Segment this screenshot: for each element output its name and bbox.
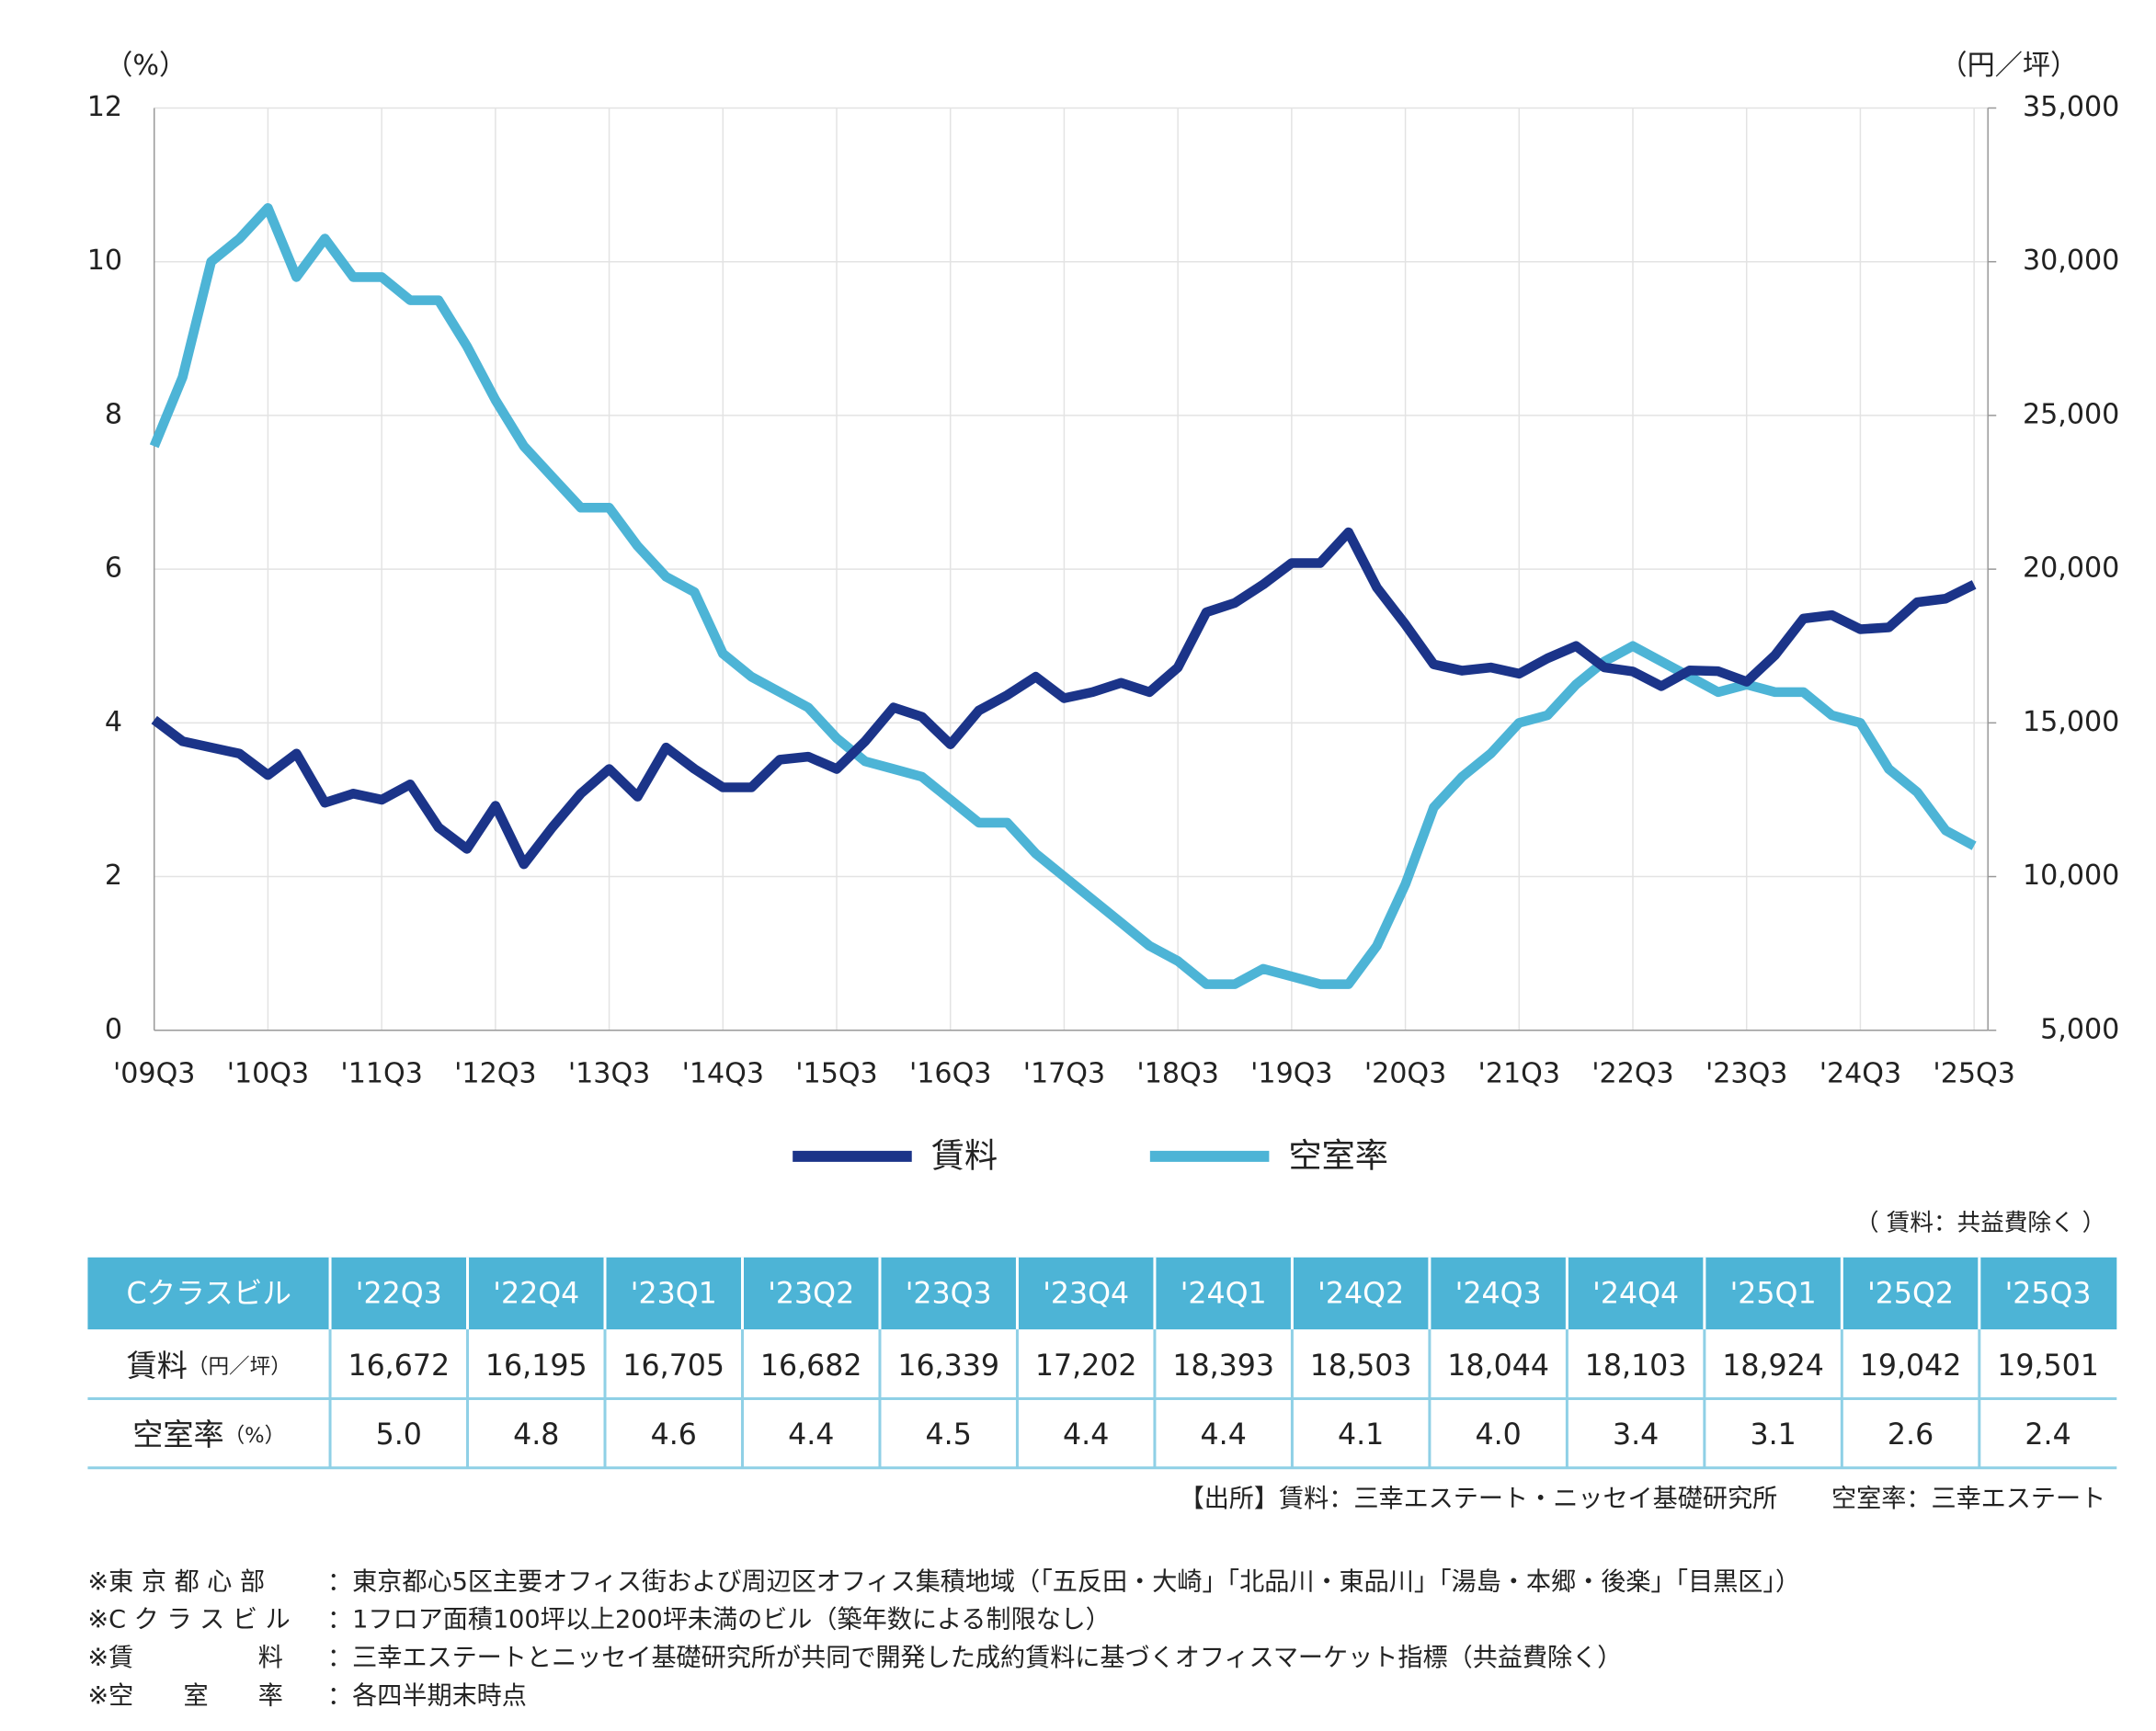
note-label: ※空 室 率 [87,1682,282,1711]
table-header: '23Q3 [906,1277,992,1310]
table-cell: 16,682 [760,1349,862,1383]
x-tick-label: '25Q3 [1933,1057,2014,1089]
table-cell: 4.0 [1475,1418,1521,1452]
note-text: ：1フロア面積100坪以上200坪未満のビル（築年数による制限なし） [327,1606,1111,1634]
y2-tick-label: 5,000 [2040,1013,2119,1045]
table-cell: 3.1 [1750,1418,1796,1452]
x-tick-label: '13Q3 [568,1057,650,1089]
source: 【出所】賃料：三幸エステート・ニッセイ基礎研究所 [1180,1485,1778,1513]
note-label: ※東 京 都 心 部 [87,1567,265,1596]
table-header: '25Q3 [2005,1277,2092,1310]
legend-label: 空室率 [1288,1135,1387,1175]
table-header: '23Q4 [1043,1277,1129,1310]
table-cell: 18,393 [1172,1349,1274,1383]
x-tick-label: '12Q3 [454,1057,536,1089]
table-header: '25Q1 [1730,1277,1817,1310]
y2-tick-label: 10,000 [2023,860,2119,892]
table-header: '24Q2 [1318,1277,1404,1310]
table-cell: 18,924 [1722,1349,1824,1383]
y-tick-label: 8 [105,398,122,430]
table-cell: 18,044 [1447,1349,1549,1383]
table-header: '23Q1 [631,1277,717,1310]
row-label-name: 賃料 [127,1347,188,1383]
y-tick-label: 10 [87,245,122,277]
y2-tick-label: 35,000 [2023,91,2119,123]
y-tick-label: 4 [105,706,122,738]
legend-label: 賃料 [931,1135,998,1175]
x-tick-label: '17Q3 [1023,1057,1105,1089]
row-label-unit: （円／坪） [188,1354,291,1378]
x-tick-label: '20Q3 [1364,1057,1446,1089]
table-cell: 16,339 [897,1349,999,1383]
table-header: '23Q2 [768,1277,854,1310]
table-cell: 3.4 [1613,1418,1659,1452]
table-cell: 16,672 [348,1349,450,1383]
y-tick-label: 2 [105,860,122,892]
table-note: （ 賃料：共益費除く ） [1855,1210,2105,1237]
x-tick-label: '10Q3 [227,1057,309,1089]
table-cell: 4.4 [788,1418,834,1452]
x-tick-label: '11Q3 [340,1057,422,1089]
table-cell: 19,501 [1997,1349,2099,1383]
table-header: '24Q4 [1592,1277,1679,1310]
table-cell: 5.0 [376,1418,422,1452]
table-cell: 4.8 [513,1418,559,1452]
x-tick-label: '18Q3 [1136,1057,1218,1089]
table-header: '22Q4 [493,1277,579,1310]
table-cell: 19,042 [1860,1349,1962,1383]
x-tick-label: '09Q3 [113,1057,195,1089]
row-label-name: 空室率 [132,1417,223,1452]
table-cell: 4.5 [926,1418,972,1452]
table-cell: 4.4 [1201,1418,1247,1452]
x-tick-label: '19Q3 [1250,1057,1332,1089]
row-label: 賃料（円／坪） [127,1347,291,1383]
row-label: 空室率（%） [132,1417,285,1452]
source: 空室率：三幸エステート [1831,1485,2105,1513]
table-cell: 16,195 [485,1349,587,1383]
y2-axis-unit: （円／坪） [1940,50,2079,82]
x-tick-label: '15Q3 [795,1057,877,1089]
x-tick-label: '24Q3 [1819,1057,1901,1089]
table-header: '22Q3 [356,1277,442,1310]
row-label-unit: （%） [224,1424,286,1448]
table-header: '24Q3 [1455,1277,1542,1310]
x-tick-label: '23Q3 [1705,1057,1787,1089]
note-label: ※C ク ラ ス ビ ル [87,1606,290,1634]
table-header: '25Q2 [1867,1277,1954,1310]
table-cell: 17,202 [1035,1349,1137,1383]
table-cell: 16,705 [622,1349,724,1383]
y-tick-label: 6 [105,552,122,585]
table-header: '24Q1 [1181,1277,1267,1310]
table-cell: 2.4 [2025,1418,2070,1452]
y-axis-unit: （%） [105,50,187,82]
table-cell: 18,503 [1310,1349,1412,1383]
table-cell: 18,103 [1585,1349,1687,1383]
table-cell: 4.4 [1063,1418,1109,1452]
y-tick-label: 12 [87,91,122,123]
note-text: ：各四半期末時点 [327,1682,527,1711]
line-series [151,527,1977,870]
note-text: ：三幸エステートとニッセイ基礎研究所が共同で開発した成約賃料に基づくオフィスマー… [327,1644,1622,1672]
y2-tick-label: 20,000 [2023,552,2119,585]
table-cell: 2.6 [1888,1418,1934,1452]
table-header-bg [87,1257,2117,1330]
table-header: Cクラスビル [126,1277,291,1310]
note-text: ：東京都心5区主要オフィス街および周辺区オフィス集積地域（「五反田・大崎」「北品… [327,1567,1800,1596]
y2-tick-label: 15,000 [2023,706,2119,738]
line-series [149,202,1977,989]
x-tick-label: '21Q3 [1478,1057,1560,1089]
x-tick-label: '14Q3 [682,1057,764,1089]
y2-tick-label: 30,000 [2023,245,2119,277]
x-tick-label: '22Q3 [1591,1057,1673,1089]
y2-tick-label: 25,000 [2023,398,2119,430]
table-cell: 4.1 [1338,1418,1384,1452]
x-tick-label: '16Q3 [909,1057,991,1089]
table-cell: 4.6 [651,1418,697,1452]
y-tick-label: 0 [105,1013,122,1045]
note-label: ※賃 料 [87,1644,282,1672]
